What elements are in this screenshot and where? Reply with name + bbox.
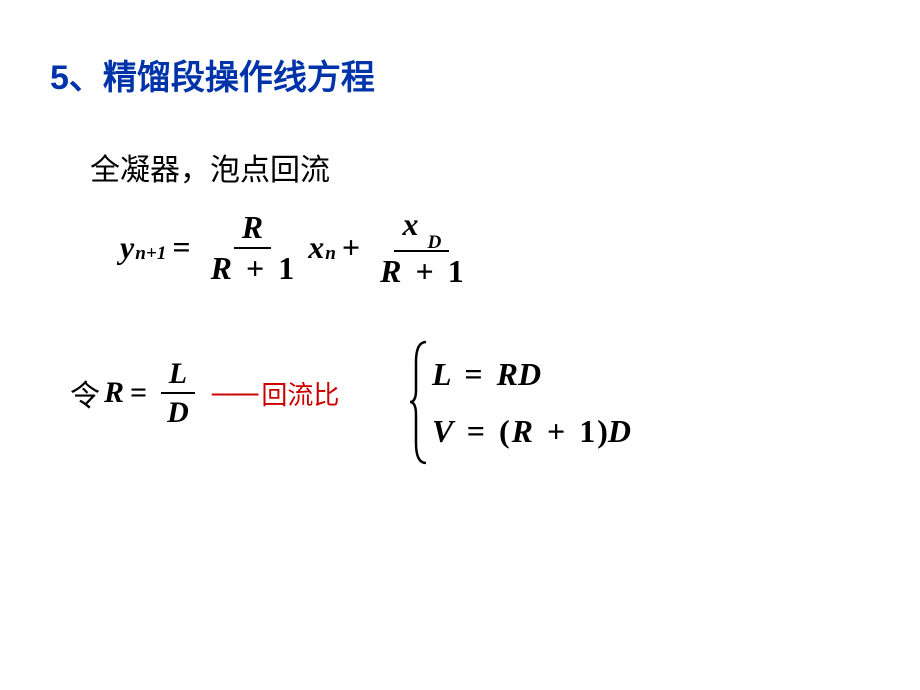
equals-sign: =: [464, 356, 482, 392]
dash-separator: -------: [211, 378, 258, 408]
plus-sign: +: [246, 250, 264, 286]
plus-sign: +: [415, 253, 433, 289]
denominator-r-plus-1: R + 1: [372, 252, 472, 291]
subtitle-text: 全凝器，泡点回流: [90, 145, 330, 189]
left-brace-icon: [408, 340, 430, 465]
system-equations: L = RD V = (R + 1)D: [408, 340, 631, 465]
equals-sign: =: [130, 376, 147, 410]
operating-line-equation: y n+1 = R R + 1 x n + x D R + 1: [120, 205, 478, 291]
var-y: y: [120, 229, 134, 266]
equals-sign: =: [172, 229, 190, 266]
numerator-xd: x D: [394, 205, 449, 252]
eq-l-equals-rd: L = RD: [432, 356, 631, 393]
var-r: R: [512, 413, 533, 449]
den-r: R: [380, 253, 401, 289]
var-x: x: [308, 229, 324, 266]
var-r: R: [104, 376, 124, 410]
reflux-ratio-definition: 令 R = L D ------- 回流比: [70, 355, 339, 431]
denominator-r-plus-1: R + 1: [203, 249, 303, 288]
denominator-d: D: [159, 394, 197, 431]
sub-d: D: [427, 232, 441, 253]
equation-lines: L = RD V = (R + 1)D: [432, 356, 631, 450]
fraction-l-over-d: L D: [159, 355, 197, 431]
sub-n-plus-1: n+1: [135, 243, 166, 265]
numerator-l: L: [161, 355, 195, 394]
var-l: L: [432, 356, 450, 392]
r-equals-l-over-d: R = L D: [104, 355, 203, 431]
let-text: 令: [70, 371, 100, 415]
plus-sign: +: [342, 229, 360, 266]
close-paren: ): [597, 413, 608, 449]
eq-v-equals-r-plus-1-d: V = (R + 1)D: [432, 413, 631, 450]
var-x: x: [402, 206, 418, 242]
reflux-ratio-label: 回流比: [261, 375, 339, 412]
den-one: 1: [448, 253, 464, 289]
var-d: D: [518, 356, 541, 392]
plus-sign: +: [547, 413, 565, 449]
numerator-r: R: [234, 208, 271, 249]
num-one: 1: [579, 413, 595, 449]
var-d: D: [608, 413, 631, 449]
den-r: R: [211, 250, 232, 286]
var-v: V: [432, 413, 453, 449]
equals-sign: =: [467, 413, 485, 449]
sub-n: n: [325, 243, 336, 265]
open-paren: (: [499, 413, 510, 449]
section-title: 5、精馏段操作线方程: [50, 50, 375, 99]
var-r: R: [497, 356, 518, 392]
den-one: 1: [278, 250, 294, 286]
fraction-xd-over-r1: x D R + 1: [372, 205, 472, 291]
fraction-r-over-r1: R R + 1: [203, 208, 303, 288]
